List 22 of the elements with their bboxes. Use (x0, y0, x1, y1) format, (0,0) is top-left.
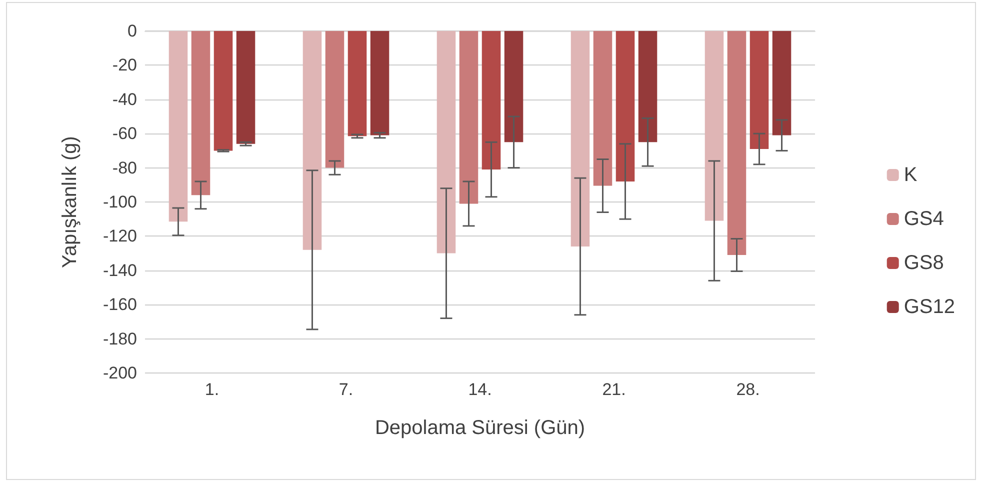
y-tick-label: -120 (102, 226, 137, 246)
x-tick-label: 14. (468, 380, 492, 399)
y-axis-title: Yapışkanlık (g) (59, 136, 81, 268)
y-tick-label: -200 (102, 364, 137, 382)
y-tick-label: -140 (102, 260, 137, 280)
y-tick-label: -180 (102, 329, 137, 348)
y-tick-label: -160 (102, 295, 137, 314)
y-tick-label: -60 (112, 124, 137, 144)
legend-label: GS4 (904, 208, 944, 230)
legend-label: GS12 (904, 296, 956, 318)
legend-label: GS8 (904, 252, 944, 274)
legend-label: K (904, 164, 918, 186)
y-tick-label: -40 (112, 90, 137, 109)
x-tick-label: 21. (602, 380, 626, 399)
y-tick-label: -80 (112, 158, 137, 178)
x-tick-label: 28. (736, 380, 760, 399)
x-tick-label: 1. (204, 380, 220, 399)
x-axis-title: Depolama Süresi (Gün) (374, 417, 586, 439)
y-tick-label: -100 (102, 192, 137, 212)
x-tick-label: 7. (338, 380, 354, 399)
y-tick-label: -20 (112, 56, 137, 75)
y-tick-label: 0 (128, 22, 137, 40)
